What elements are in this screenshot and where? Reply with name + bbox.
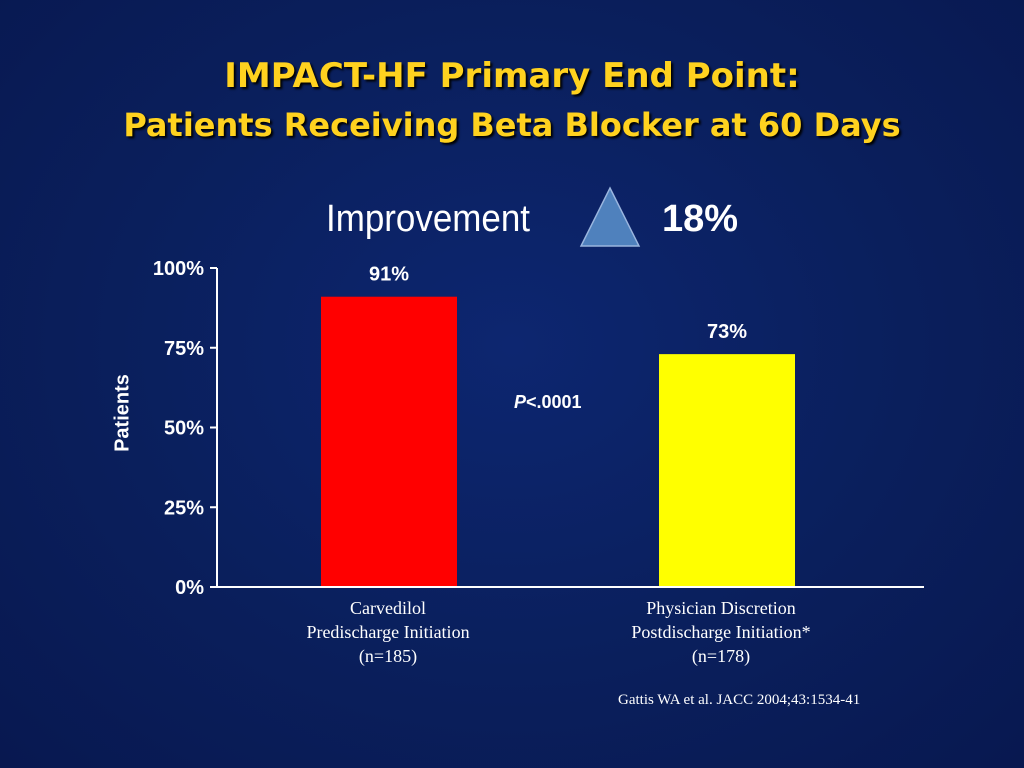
x-category-label-2-line2: Postdischarge Initiation* (631, 622, 811, 642)
p-value: P<.0001 (514, 392, 582, 413)
p-value-letter: P (514, 392, 527, 412)
x-category-label-2-line3: (n=178) (691, 646, 751, 666)
y-tick-label-100: 100% (153, 258, 204, 280)
bar-1 (321, 296, 457, 587)
slide-title-line2: Patients Receiving Beta Blocker at 60 Da… (123, 106, 901, 144)
p-value-number: <.0001 (526, 392, 582, 412)
slide-title-line1: IMPACT-HF Primary End Point: (224, 56, 800, 96)
y-tick-label-25: 25% (164, 497, 204, 519)
y-tick-label-50: 50% (164, 418, 204, 440)
citation: Gattis WA et al. JACC 2004;43:1534-41 (618, 692, 861, 708)
bar-2 (659, 354, 795, 587)
x-category-label-1-line3: (n=185) (358, 646, 418, 666)
bar-value-label-2: 73% (707, 321, 747, 343)
improvement-label: Improvement (326, 198, 531, 240)
x-category-label-2: Physician Discretion Postdischarge Initi… (571, 596, 871, 668)
improvement-value: 18% (662, 198, 739, 240)
y-tick-label-75: 75% (164, 338, 204, 360)
y-tick-label-0: 0% (175, 577, 204, 599)
bar-value-label-1: 91% (369, 264, 409, 286)
delta-triangle-icon (579, 186, 641, 247)
x-category-label-1-line2: Predischarge Initiation (306, 622, 470, 642)
x-category-label-1: Carvedilol Predischarge Initiation (n=18… (238, 596, 538, 668)
x-category-label-1-line1: Carvedilol (350, 598, 426, 618)
x-category-label-2-line1: Physician Discretion (646, 598, 796, 618)
